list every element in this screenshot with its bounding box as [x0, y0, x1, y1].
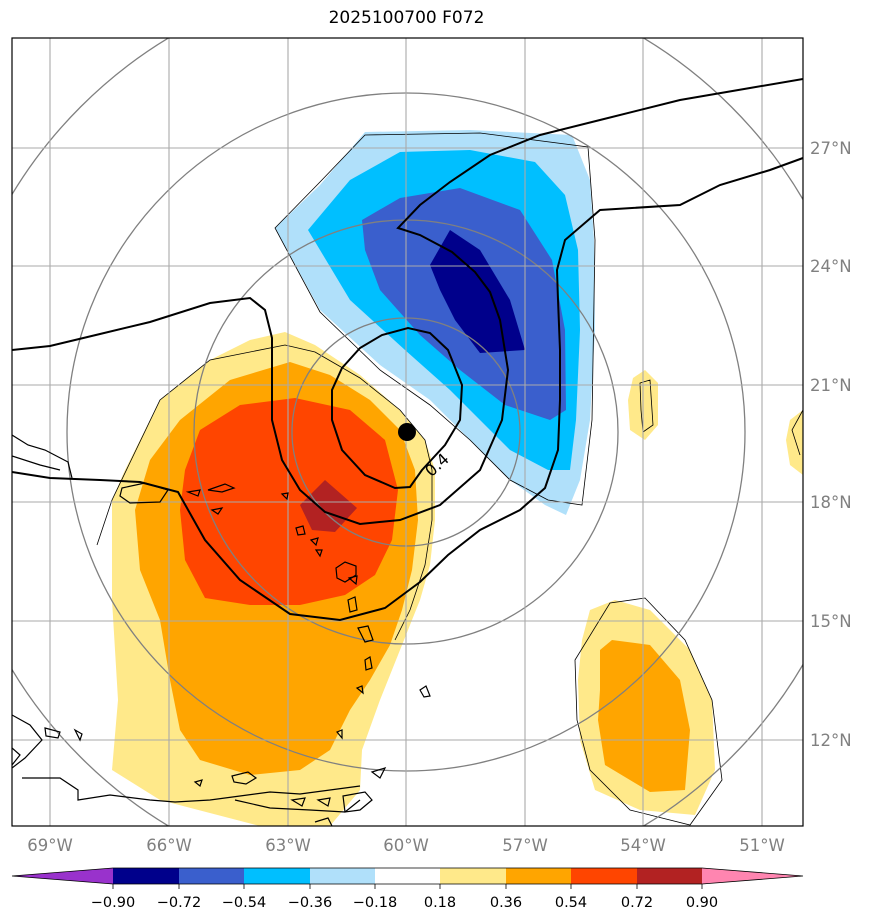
colorbar-tick-8: 0.72 [621, 895, 653, 911]
contour-middle [12, 157, 803, 622]
colorbar-seg-10 [702, 868, 803, 884]
colorbar-tick-2: −0.54 [222, 895, 266, 911]
lon-label-60w: 60°W [383, 836, 429, 855]
colorbar-tick-4: −0.18 [353, 895, 397, 911]
lat-label-18n: 18°N [810, 493, 852, 512]
colorbar-tick-5: 0.18 [424, 895, 456, 911]
lon-label-54w: 54°W [620, 836, 666, 855]
lon-label-51w: 51°W [739, 836, 785, 855]
colorbar-seg-3 [244, 868, 310, 884]
lat-label-12n: 12°N [810, 731, 852, 750]
colorbar-seg-0 [12, 868, 113, 884]
thick-contours [12, 78, 803, 622]
coastlines [12, 434, 431, 826]
lat-label-27n: 27°N [810, 139, 852, 158]
colorbar-seg-2 [179, 868, 244, 884]
contour-inner [331, 326, 464, 490]
colorbar-tick-9: 0.90 [686, 895, 718, 911]
colorbar-tick-7: 0.54 [555, 895, 587, 911]
fill-pos-018-small-b [786, 410, 803, 475]
colorbar: −0.90 −0.72 −0.54 −0.36 −0.18 0.18 0.36 … [11, 867, 804, 911]
longitude-labels: 69°W 66°W 63°W 60°W 57°W 54°W 51°W [27, 836, 785, 855]
colorbar-seg-6 [440, 868, 506, 884]
colorbar-seg-4 [310, 868, 375, 884]
lon-label-63w: 63°W [265, 836, 311, 855]
colorbar-tick-6: 0.36 [490, 895, 522, 911]
positive-anomaly-fills [112, 332, 803, 826]
colorbar-seg-1 [113, 868, 179, 884]
fill-pos-036-east [598, 640, 690, 792]
lon-label-66w: 66°W [146, 836, 192, 855]
lat-label-24n: 24°N [810, 257, 852, 276]
lon-label-57w: 57°W [502, 836, 548, 855]
lat-label-15n: 15°N [810, 612, 852, 631]
latitude-labels: 27°N 24°N 21°N 18°N 15°N 12°N [810, 139, 852, 750]
contour-outer [12, 78, 803, 526]
colorbar-seg-5 [375, 868, 440, 884]
colorbar-tick-0: −0.90 [91, 895, 135, 911]
storm-center-marker [398, 423, 416, 441]
colorbar-seg-8 [571, 868, 637, 884]
thin-contours [96, 132, 803, 826]
colorbar-seg-7 [506, 868, 571, 884]
colorbar-seg-9 [637, 868, 702, 884]
colorbar-tick-3: −0.36 [288, 895, 332, 911]
map-title: 2025100700 F072 [328, 8, 485, 28]
colorbar-tick-1: −0.72 [157, 895, 201, 911]
map-frame [11, 37, 804, 827]
lon-label-69w: 69°W [27, 836, 73, 855]
lat-label-21n: 21°N [810, 376, 852, 395]
map-area: 0.4 [12, 38, 803, 826]
